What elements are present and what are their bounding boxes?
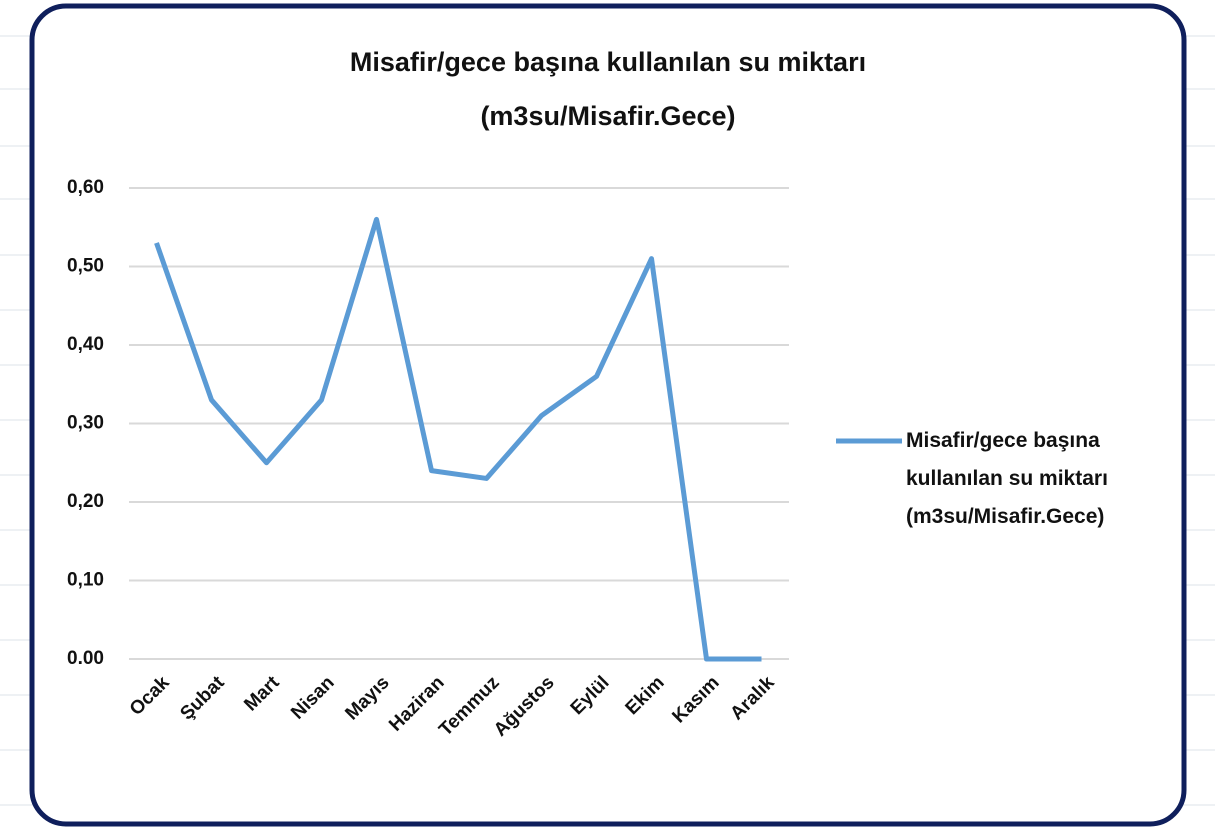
chart-title: Misafir/gece başına kullanılan su miktar… (350, 47, 866, 77)
data-line (154, 216, 762, 662)
y-tick-label: 0,60 (67, 177, 104, 198)
chart-frame (29, 3, 1187, 827)
y-tick-label: 0,50 (67, 256, 104, 277)
legend-label: Misafir/gece başına kullanılan su miktar… (906, 429, 1108, 528)
y-tick-label: 0,10 (67, 570, 104, 591)
chart-title: (m3su/Misafir.Gece) (480, 101, 735, 131)
y-tick-label: 0,20 (67, 491, 104, 512)
y-tick-label: 0.00 (67, 648, 104, 669)
y-tick-label: 0,40 (67, 334, 104, 355)
y-tick-label: 0,30 (67, 413, 104, 434)
